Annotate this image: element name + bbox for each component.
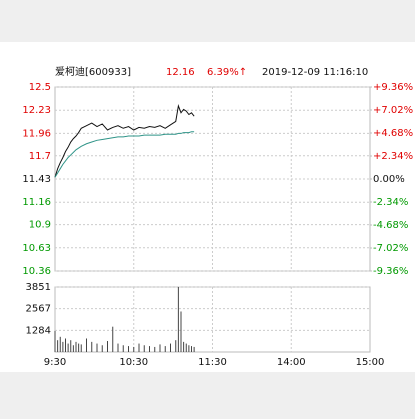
x-tick-label: 9:30	[44, 357, 66, 368]
volume-bar	[122, 345, 124, 352]
volume-bar	[75, 341, 77, 352]
price: 12.16	[166, 67, 195, 78]
y-tick-label: 11.43	[22, 174, 51, 185]
y-tick-label: 10.9	[29, 220, 51, 231]
x-tick-label: 15:00	[356, 357, 385, 368]
volume-bar	[170, 343, 171, 352]
volume-bar	[101, 345, 103, 352]
y2-tick-label: +9.36%	[373, 82, 413, 93]
y2-tick-label: 0.00%	[373, 174, 405, 185]
volume-bar	[159, 344, 161, 352]
datetime: 2019-12-09 11:16:10	[262, 67, 368, 78]
volume-bar	[62, 341, 64, 352]
volume-bar	[138, 343, 140, 352]
y2-tick-label: -7.02%	[373, 243, 408, 254]
volume-bar	[183, 341, 185, 352]
volume-bar	[112, 326, 114, 352]
volume-tick-label: 1284	[26, 325, 51, 336]
volume-bar	[86, 338, 87, 352]
volume-tick-label: 3851	[26, 282, 51, 293]
volume-bar	[149, 346, 150, 352]
volume-bar	[128, 346, 129, 352]
volume-bar	[154, 346, 156, 352]
y2-tick-label: -9.36%	[373, 266, 408, 277]
y-tick-label: 11.96	[22, 128, 51, 139]
volume-bar	[175, 340, 177, 352]
y-tick-label: 10.36	[22, 266, 51, 277]
y-tick-label: 11.16	[22, 197, 51, 208]
y2-tick-label: +7.02%	[373, 105, 413, 116]
volume-bar	[91, 341, 93, 352]
volume-bar	[78, 343, 80, 352]
volume-bar	[143, 345, 145, 352]
volume-bar	[70, 340, 72, 352]
y-tick-label: 12.5	[29, 82, 51, 93]
volume-bar	[80, 344, 82, 352]
volume-bar	[193, 346, 195, 352]
volume-bar	[185, 343, 187, 352]
volume-bar	[59, 336, 61, 352]
y2-tick-label: -4.68%	[373, 220, 408, 231]
stock-name: 爱柯迪[600933]	[55, 65, 131, 78]
y2-tick-label: +2.34%	[373, 151, 413, 162]
volume-bar	[133, 346, 135, 352]
volume-bar	[72, 345, 74, 352]
volume-bar	[180, 311, 182, 352]
volume-bar	[65, 338, 66, 352]
price-line	[54, 104, 195, 178]
volume-bar	[96, 343, 98, 352]
y2-tick-label: +4.68%	[373, 128, 413, 139]
x-tick-label: 10:30	[119, 357, 148, 368]
volume-bar	[177, 287, 179, 352]
volume-bar	[191, 346, 192, 352]
volume-bar	[117, 343, 119, 352]
y-tick-label: 12.23	[22, 105, 51, 116]
average-line	[54, 131, 195, 178]
x-tick-label: 11:30	[198, 357, 227, 368]
volume-bar	[164, 346, 166, 352]
change: 6.39%↑	[207, 67, 247, 78]
y-tick-label: 10.63	[22, 243, 51, 254]
volume-bar	[57, 340, 59, 352]
volume-bar	[107, 341, 108, 352]
volume-bar	[67, 343, 69, 352]
panel	[0, 42, 415, 372]
x-tick-label: 14:00	[277, 357, 306, 368]
y-tick-label: 11.7	[29, 151, 51, 162]
volume-tick-label: 2567	[26, 304, 51, 315]
volume-bar	[188, 345, 190, 352]
y2-tick-label: -2.34%	[373, 197, 408, 208]
volume-bar	[54, 330, 56, 352]
